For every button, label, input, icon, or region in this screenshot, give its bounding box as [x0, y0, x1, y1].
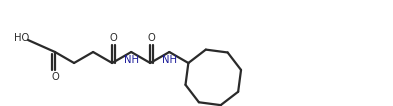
Text: O: O: [51, 72, 59, 82]
Text: NH: NH: [124, 55, 139, 65]
Text: NH: NH: [162, 55, 177, 65]
Text: O: O: [148, 33, 156, 43]
Text: O: O: [110, 33, 118, 43]
Text: HO: HO: [14, 33, 29, 43]
